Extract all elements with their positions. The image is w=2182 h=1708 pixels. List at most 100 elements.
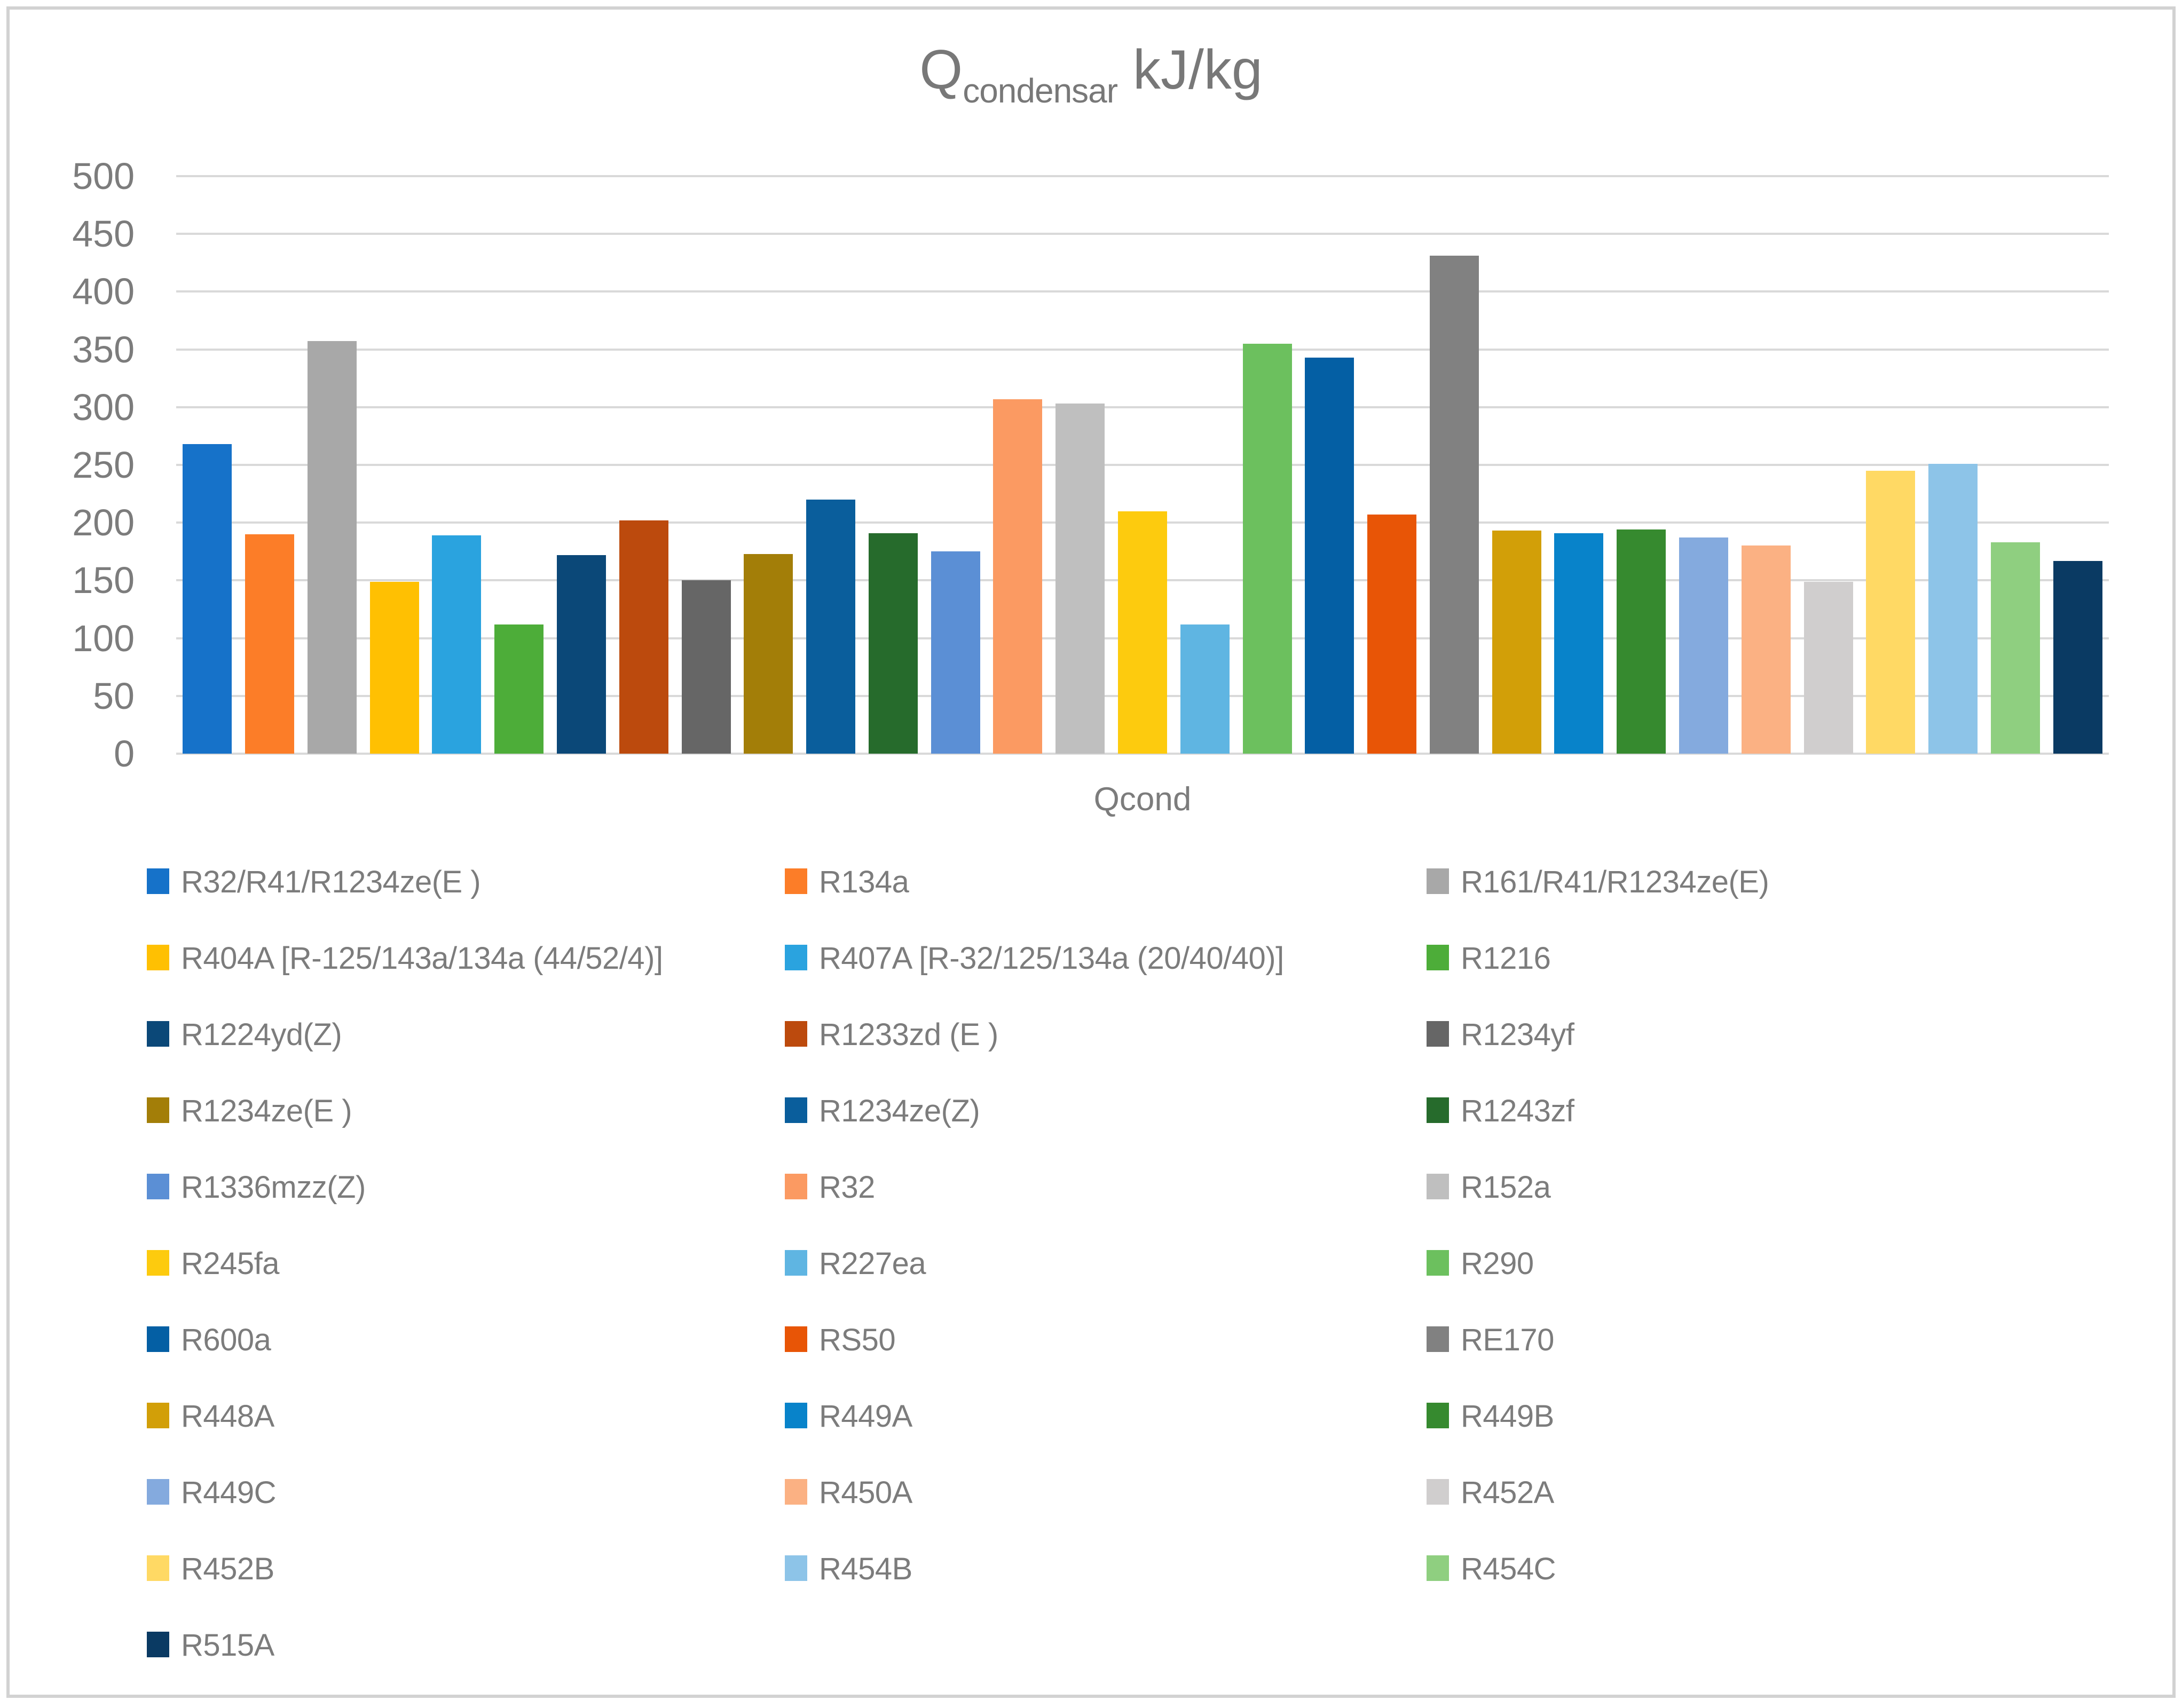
legend-label: R600a (181, 1323, 271, 1357)
bar-r1234yf (682, 580, 731, 754)
legend-swatch-icon (1427, 1174, 1449, 1199)
legend-swatch-icon (785, 1479, 807, 1505)
legend-label: R290 (1461, 1246, 1534, 1281)
chart-title-main: Q (919, 39, 963, 101)
gridline (176, 233, 2109, 235)
bar-r1224yd-z (557, 555, 606, 754)
legend-label: R1224yd(Z) (181, 1017, 342, 1052)
legend-swatch-icon (785, 1555, 807, 1581)
bar-r407a-r-32-125-134a-20-40-40 (432, 535, 481, 754)
legend-swatch-icon (1427, 1326, 1449, 1352)
legend-swatch-icon (147, 1326, 169, 1352)
legend-swatch-icon (147, 868, 169, 894)
legend-swatch-icon (1427, 1479, 1449, 1505)
x-axis-label: Qcond (1093, 781, 1192, 818)
legend-swatch-icon (785, 1097, 807, 1123)
legend-swatch-icon (785, 1326, 807, 1352)
gridline (176, 406, 2109, 408)
y-tick-label: 250 (72, 444, 135, 486)
bar-r404a-r-125-143a-134a-44-52-4 (370, 582, 419, 754)
legend-item: R245fa (147, 1248, 785, 1326)
legend-item: R407A [R-32/125/134a (20/40/40)] (785, 943, 1427, 1021)
legend-item: R449A (785, 1399, 1427, 1479)
legend-swatch-icon (147, 1097, 169, 1123)
legend-swatch-icon (147, 1021, 169, 1047)
bar-r32-r41-r1234ze-e (183, 444, 232, 754)
bar-r1234ze-z (806, 500, 855, 754)
y-tick-label: 450 (72, 213, 135, 255)
bar-r134a (245, 534, 294, 754)
legend-label: RE170 (1461, 1323, 1554, 1357)
legend-item: R452B (147, 1552, 785, 1632)
legend-label: R452A (1461, 1475, 1554, 1510)
bar-r290 (1243, 344, 1292, 754)
legend-label: R1216 (1461, 941, 1551, 976)
legend-item: R1243zf (1427, 1094, 2150, 1174)
gridline (176, 175, 2109, 177)
bar-r1234ze-e (744, 554, 793, 754)
legend-item: R227ea (785, 1246, 1427, 1326)
legend-swatch-icon (147, 1632, 169, 1657)
y-tick-label: 500 (72, 155, 135, 197)
legend-swatch-icon (1427, 868, 1449, 894)
legend-swatch-icon (785, 1403, 807, 1428)
legend-label: RS50 (819, 1323, 896, 1357)
legend-swatch-icon (147, 1479, 169, 1505)
legend-label: R452B (181, 1552, 274, 1586)
legend-swatch-icon (1427, 945, 1449, 970)
bar-r454b (1928, 464, 1978, 754)
legend-swatch-icon (1427, 1555, 1449, 1581)
legend-item: R1234ze(E ) (147, 1094, 785, 1174)
legend-label: R1234ze(E ) (181, 1094, 352, 1128)
legend-label: R134a (819, 865, 909, 899)
legend-item: R404A [R-125/143a/134a (44/52/4)] (147, 941, 785, 1021)
legend: R32/R41/R1234ze(E ) R134a R161/R41/R1234ze… (147, 865, 2150, 1708)
bar-r32 (993, 399, 1042, 754)
bar-r449c (1679, 537, 1728, 754)
y-tick-label: 350 (72, 328, 135, 370)
legend-label: R32/R41/R1234ze(E ) (181, 865, 481, 899)
bar-r245fa (1118, 511, 1167, 754)
bar-r515a (2053, 561, 2102, 754)
legend-item: R32/R41/R1234ze(E ) (147, 865, 785, 945)
legend-label: R152a (1461, 1170, 1551, 1205)
legend-item: R32 (785, 1172, 1427, 1250)
legend-label: R1336mzz(Z) (181, 1170, 366, 1205)
legend-item: RS50 (785, 1323, 1427, 1403)
gridline (176, 348, 2109, 351)
bar-r152a (1055, 404, 1105, 754)
y-tick-label: 300 (72, 386, 135, 428)
bar-r452a (1804, 582, 1853, 754)
legend-label: R448A (181, 1399, 274, 1434)
bar-r1233zd-e (619, 520, 668, 754)
y-tick-label: 200 (72, 502, 135, 544)
legend-item: R450A (785, 1477, 1427, 1555)
legend-swatch-icon (1427, 1403, 1449, 1428)
legend-item: R448A (147, 1399, 785, 1479)
legend-label: R449A (819, 1399, 912, 1434)
legend-swatch-icon (1427, 1097, 1449, 1123)
y-tick-label: 400 (72, 271, 135, 313)
legend-item: R152a (1427, 1170, 2150, 1250)
legend-item: R600a (147, 1323, 785, 1403)
legend-label: R1234yf (1461, 1017, 1574, 1052)
legend-item: R1336mzz(Z) (147, 1170, 785, 1250)
chart-title-subscript: condensar (963, 72, 1118, 110)
legend-label: R1243zf (1461, 1094, 1574, 1128)
bar-r454c (1991, 542, 2040, 754)
legend-label: R404A [R-125/143a/134a (44/52/4)] (181, 941, 663, 976)
legend-swatch-icon (785, 1250, 807, 1276)
legend-swatch-icon (785, 1174, 807, 1199)
bar-r600a (1305, 358, 1354, 754)
legend-item: R1234yf (1427, 1017, 2150, 1097)
legend-item: R290 (1427, 1246, 2150, 1326)
legend-item: R1216 (1427, 941, 2150, 1021)
legend-swatch-icon (147, 1403, 169, 1428)
bar-r1216 (494, 624, 543, 754)
legend-swatch-icon (147, 1555, 169, 1581)
legend-item: R134a (785, 865, 1427, 945)
bar-r449a (1554, 533, 1603, 754)
gridline (176, 753, 2109, 755)
legend-item: RE170 (1427, 1323, 2150, 1403)
legend-label: R227ea (819, 1246, 926, 1281)
